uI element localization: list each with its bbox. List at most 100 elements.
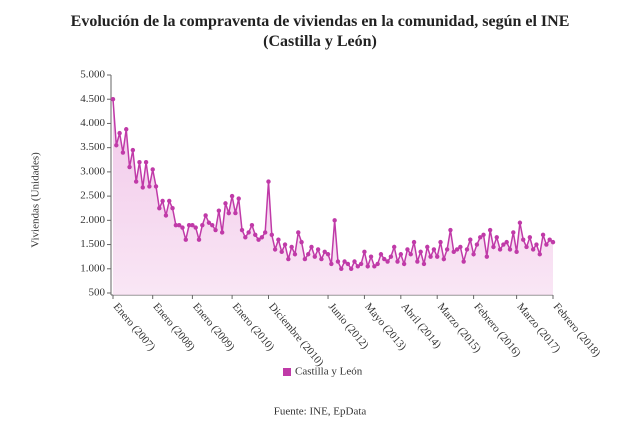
point	[167, 198, 172, 204]
point	[256, 237, 261, 242]
point	[133, 179, 139, 184]
point	[312, 254, 318, 259]
y-tick-label: 2.000	[80, 214, 105, 226]
point	[259, 235, 265, 240]
point	[517, 220, 523, 225]
point	[507, 247, 513, 252]
point	[441, 256, 447, 262]
point	[398, 252, 404, 257]
point	[544, 242, 549, 247]
point	[292, 252, 298, 257]
legend-swatch	[283, 368, 291, 376]
point	[127, 164, 132, 170]
point	[332, 218, 337, 223]
point	[176, 222, 182, 228]
point	[514, 249, 519, 255]
point	[236, 196, 241, 201]
point	[464, 247, 470, 252]
point	[435, 254, 440, 259]
point	[355, 264, 361, 269]
point	[365, 264, 370, 269]
point	[239, 227, 245, 233]
point	[289, 244, 294, 250]
point	[428, 254, 433, 259]
point	[547, 237, 552, 242]
point	[170, 206, 175, 211]
point	[216, 208, 222, 213]
point	[226, 210, 231, 216]
point	[110, 97, 116, 102]
point	[388, 254, 394, 259]
point	[130, 147, 136, 153]
point	[378, 252, 384, 257]
point	[375, 261, 380, 267]
point	[471, 252, 476, 257]
point	[335, 259, 341, 264]
point	[249, 222, 255, 228]
point	[372, 264, 377, 269]
point	[157, 206, 162, 211]
point	[246, 230, 251, 235]
point	[269, 232, 274, 238]
point	[345, 261, 351, 267]
point	[511, 230, 516, 235]
point	[150, 167, 155, 172]
point	[233, 210, 238, 216]
point	[120, 150, 126, 155]
point	[140, 185, 145, 190]
point	[180, 225, 185, 230]
point	[481, 232, 486, 238]
point	[438, 239, 443, 245]
point	[408, 252, 413, 257]
point	[319, 256, 324, 262]
point	[401, 261, 407, 267]
point	[190, 222, 195, 228]
point	[405, 247, 410, 252]
y-tick-label: 3.500	[80, 141, 105, 153]
point	[183, 237, 188, 242]
point	[147, 184, 152, 189]
y-tick-label: 3.000	[80, 165, 105, 177]
point	[524, 244, 529, 250]
point	[362, 249, 367, 255]
point	[305, 252, 311, 257]
y-tick-label: 1.500	[80, 238, 105, 250]
point	[196, 237, 202, 242]
y-tick-label: 2.500	[80, 190, 105, 202]
y-tick-label: 5.000	[80, 69, 105, 81]
point	[117, 130, 122, 136]
point	[193, 225, 198, 230]
point	[282, 242, 288, 247]
point	[491, 244, 496, 250]
point	[454, 247, 460, 252]
point	[219, 230, 225, 235]
point	[315, 247, 321, 252]
area-fill	[113, 99, 553, 295]
point	[322, 249, 327, 255]
point	[458, 244, 463, 250]
point	[200, 222, 205, 228]
point	[153, 184, 159, 189]
point	[325, 252, 331, 257]
point	[444, 247, 450, 252]
point	[339, 266, 344, 271]
point	[210, 222, 215, 228]
point	[262, 230, 268, 235]
x-tick-label: Diciembre (2010)	[266, 301, 326, 369]
point	[521, 237, 526, 242]
point	[501, 242, 506, 247]
point	[421, 261, 427, 267]
point	[415, 259, 420, 264]
point	[124, 127, 129, 132]
y-axis-label: Viviendas (Unidades)	[30, 152, 42, 248]
point	[392, 244, 397, 250]
point	[540, 232, 546, 238]
point	[286, 256, 291, 262]
point	[487, 227, 493, 233]
y-tick-label: 500	[89, 287, 106, 299]
point	[299, 239, 304, 245]
point	[213, 227, 218, 233]
point	[302, 256, 308, 262]
point	[229, 193, 235, 199]
